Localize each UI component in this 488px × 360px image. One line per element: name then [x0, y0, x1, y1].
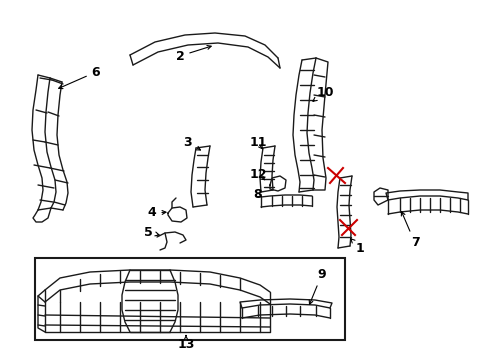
Text: 6: 6	[59, 66, 100, 89]
Text: 1: 1	[350, 239, 364, 255]
Text: 2: 2	[175, 45, 211, 63]
Text: 4: 4	[147, 207, 165, 220]
Text: 11: 11	[249, 136, 266, 149]
Text: 8: 8	[253, 189, 262, 202]
Text: 9: 9	[308, 267, 325, 304]
Text: 13: 13	[177, 336, 194, 351]
Text: 10: 10	[312, 85, 333, 101]
Text: 5: 5	[143, 225, 159, 238]
Text: 3: 3	[183, 136, 200, 150]
Text: 7: 7	[401, 212, 419, 249]
Bar	[35, 258, 345, 340]
Text: 12: 12	[249, 168, 266, 181]
